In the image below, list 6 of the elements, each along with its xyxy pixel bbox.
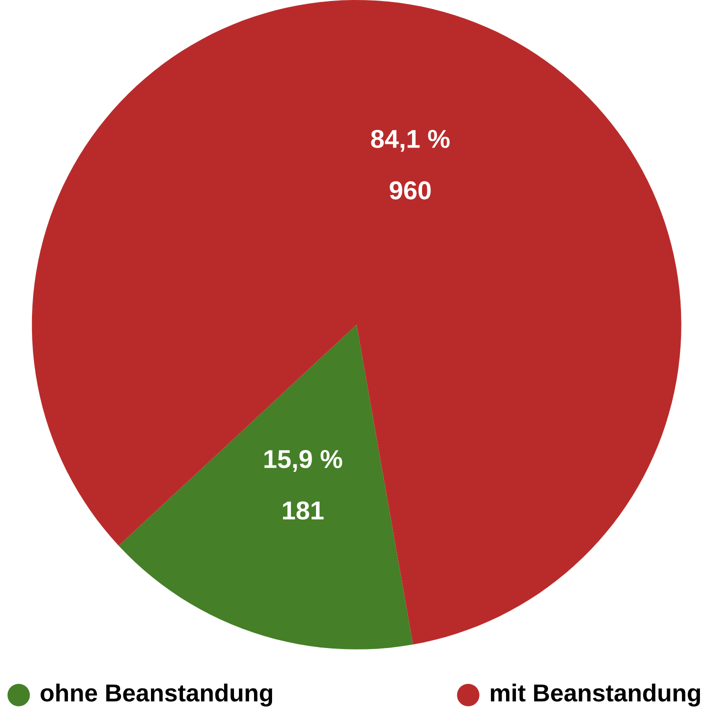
text: 84,1 % [371,130,450,152]
legend-label: ohne Beanstandung [40,684,272,706]
text: 15,9 % [264,450,342,472]
data-label: 181 [282,501,324,520]
data-label: 960 [390,181,431,200]
legend-label: mit Beanstandung [490,684,700,706]
